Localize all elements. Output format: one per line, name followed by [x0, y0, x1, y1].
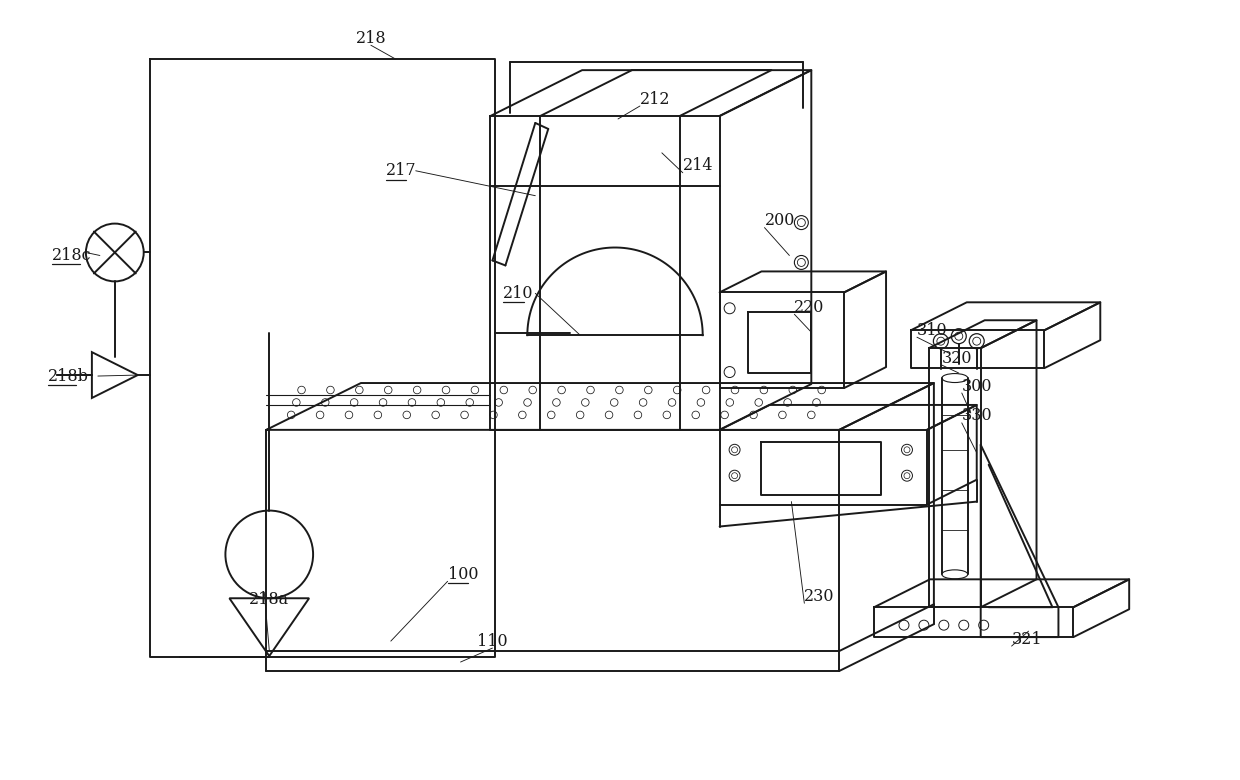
Text: 321: 321	[1012, 630, 1043, 647]
Text: 218b: 218b	[48, 367, 89, 385]
Text: 220: 220	[795, 299, 825, 316]
Text: 300: 300	[962, 378, 992, 395]
Text: 100: 100	[448, 566, 479, 583]
Text: 218: 218	[356, 30, 386, 47]
Text: 212: 212	[640, 90, 671, 108]
Text: 210: 210	[503, 285, 534, 302]
Text: 217: 217	[386, 162, 417, 179]
Text: 218a: 218a	[249, 590, 289, 608]
Text: 200: 200	[765, 212, 795, 229]
Text: 320: 320	[942, 349, 972, 367]
Text: 310: 310	[916, 321, 947, 339]
Text: 218c: 218c	[52, 247, 92, 264]
Text: 230: 230	[805, 588, 835, 604]
Text: 214: 214	[683, 158, 713, 174]
Text: 110: 110	[477, 633, 507, 650]
Text: 330: 330	[962, 407, 992, 424]
